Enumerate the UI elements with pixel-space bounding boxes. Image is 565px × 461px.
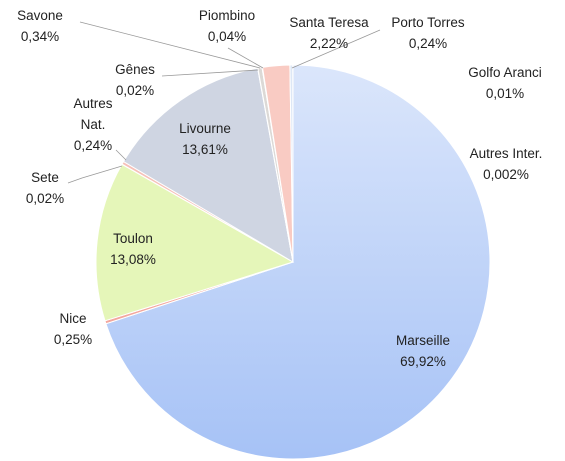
category-label: Savone [17,8,63,23]
category-label: Gênes [115,62,155,77]
data-label: Marseille 69,92% [396,330,450,372]
leader-line [79,21,261,69]
data-label: Porto Torres 0,24% [391,12,464,54]
slice [105,64,491,460]
value-label: 13,08% [110,252,156,267]
data-label: Sete 0,02% [26,167,64,209]
value-label: 0,34% [20,29,60,44]
category-label: Toulon [113,231,153,246]
category-label: Marseille [395,333,451,348]
value-label: 69,92% [400,354,446,369]
leader-lines [67,21,381,184]
leader-line [227,47,264,69]
slices [95,64,491,460]
data-label: Piombino 0,04% [199,5,255,47]
data-label: Autres Inter. 0,002% [470,143,543,185]
leader-line [161,69,259,77]
value-label: 0,01% [485,86,525,101]
value-label: 0,02% [25,191,65,206]
data-label: Livourne 13,61% [179,118,231,160]
category-label: Golfo Aranci [468,65,542,80]
value-label: 0,002% [483,167,529,182]
data-label: Nice 0,25% [54,308,92,350]
data-label: Savone 0,34% [17,5,63,47]
value-label: 2,22% [309,36,349,51]
slice [95,163,295,322]
data-label: Gênes 0,02% [115,59,155,101]
data-label: Autres Nat. 0,24% [63,93,123,156]
category-label: Santa Teresa [289,15,369,30]
data-label: Golfo Aranci 0,01% [468,62,542,104]
leader-line [291,29,381,69]
value-label: 0,02% [115,83,155,98]
data-label: Santa Teresa 2,22% [289,12,368,54]
data-label: Toulon 13,08% [110,228,156,270]
category-label: Porto Torres [391,15,465,30]
category-label: Piombino [198,8,256,23]
value-label: 0,25% [53,332,93,347]
category-label: Autres Nat. [73,96,113,132]
leader-line [115,149,127,161]
value-label: 0,04% [207,29,247,44]
category-label: Livourne [179,121,231,136]
leader-line [67,165,123,184]
category-label: Sete [31,170,59,185]
category-label: Nice [59,311,87,326]
value-label: 13,61% [182,142,228,157]
value-label: 0,24% [408,36,448,51]
value-label: 0,24% [73,138,113,153]
category-label: Autres Inter. [469,146,543,161]
